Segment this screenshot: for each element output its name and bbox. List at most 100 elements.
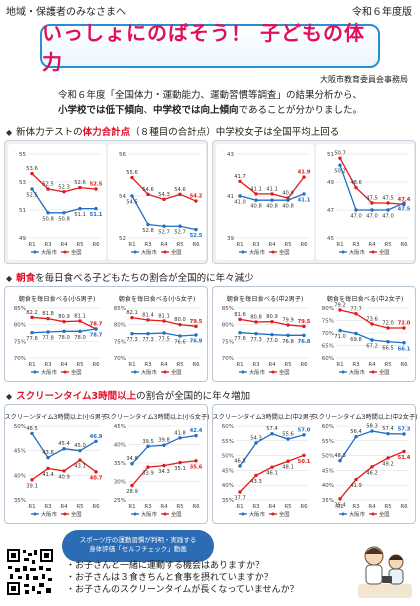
- y-tick-label: 30%: [114, 480, 126, 486]
- x-tick-label: R3: [352, 242, 360, 248]
- data-label: 41.1: [266, 186, 278, 192]
- x-tick-label: R1: [236, 504, 243, 510]
- y-tick-label: 45%: [222, 468, 234, 474]
- y-tick-label: 70%: [222, 356, 234, 362]
- data-label: 58.3: [366, 424, 378, 430]
- x-tick-label: R1: [128, 242, 135, 248]
- data-label: 41.0: [234, 200, 246, 206]
- legend-marker: [133, 512, 137, 516]
- qr-code-icon[interactable]: [6, 548, 54, 596]
- x-tick-label: R5: [176, 504, 184, 510]
- data-point: [386, 201, 390, 205]
- y-tick-label: 70%: [114, 356, 126, 362]
- legend-marker: [163, 250, 167, 254]
- data-label: 47.0: [350, 214, 362, 220]
- data-point: [238, 179, 242, 183]
- data-point: [338, 497, 342, 501]
- y-tick-label: 55%: [322, 439, 334, 445]
- x-tick-label: R4: [268, 242, 276, 248]
- x-tick-label: R4: [60, 504, 68, 510]
- data-point: [270, 192, 274, 196]
- y-tick-label: 65%: [322, 344, 334, 350]
- data-label: 35.1: [174, 466, 186, 472]
- legend-marker: [133, 370, 137, 374]
- x-tick-label: R4: [60, 242, 68, 248]
- x-tick-label: R3: [144, 242, 152, 248]
- data-point: [286, 323, 290, 327]
- data-label: 66.1: [398, 346, 411, 352]
- data-point: [338, 308, 342, 312]
- data-point: [238, 330, 242, 335]
- data-point: [130, 462, 134, 466]
- data-point: [194, 433, 198, 438]
- data-label: 77.3: [142, 337, 154, 343]
- data-label: 28.9: [126, 489, 138, 495]
- data-point: [370, 322, 374, 326]
- legend-marker: [341, 370, 345, 374]
- lead-junior: 中学校では向上傾向: [153, 105, 239, 116]
- data-label: 42.4: [190, 428, 203, 434]
- data-label: 66.5: [382, 345, 394, 351]
- chart-background: [108, 144, 206, 260]
- chart-fitness-j2-boys: 39 41 43 R1 R3 R4 R5 R6 41.7 41.1 41.1 40.9 41.9 41.0…: [216, 144, 314, 260]
- legend-marker: [241, 250, 245, 254]
- data-point: [354, 185, 358, 190]
- y-tick-label: 39: [227, 236, 234, 242]
- legend-marker: [271, 370, 275, 374]
- chart-title: スクリーンタイム3時間以上(小5女子): [104, 413, 209, 421]
- x-tick-label: R6: [300, 242, 308, 248]
- data-label: 80.0: [174, 317, 186, 323]
- x-tick-label: R6: [400, 242, 408, 248]
- legend-marker: [133, 250, 137, 254]
- lead-tail: であることが分かりました。: [238, 105, 362, 116]
- data-point: [78, 448, 82, 453]
- chart-breakfast-j2-girls: 朝食を毎日食べる(中2女子) 60% 65% 70% 75% 80% R1 R3 R4 R5 R6 7…: [316, 290, 414, 380]
- x-tick-label: R5: [76, 362, 84, 368]
- legend-marker: [371, 512, 375, 516]
- legend-label: 大阪市: [249, 248, 266, 256]
- section-fitness-hl: 体力合計点: [82, 127, 131, 138]
- data-label: 33.9: [142, 471, 154, 477]
- self-check-bubble[interactable]: スポーツ庁の運動習慣が判明・実践する 身体評価「セルフチェック」動画: [62, 530, 214, 562]
- data-label: 50.7: [334, 151, 346, 157]
- diamond-icon: ◆: [6, 128, 13, 137]
- chart-title: スクリーンタイム3時間以上(中2女子): [312, 413, 417, 421]
- data-label: 34.8: [126, 456, 138, 462]
- chart-title: スクリーンタイム3時間以上(中2男子): [212, 413, 317, 421]
- data-label: 37.7: [234, 496, 246, 502]
- data-point: [62, 190, 66, 194]
- data-label: 78.7: [90, 333, 103, 339]
- data-point: [270, 465, 274, 469]
- data-label: 41.1: [250, 186, 262, 192]
- data-label: 48.1: [282, 465, 294, 471]
- data-point: [354, 477, 358, 482]
- lead-elementary: 小学校では低下傾向: [58, 105, 144, 116]
- x-tick-label: R6: [300, 362, 308, 368]
- data-label: 54.2: [190, 194, 203, 200]
- bubble-line-2: 身体評価「セルフチェック」動画: [89, 545, 187, 553]
- chart-svg: スクリーンタイム3時間以上(中2女子) 35% 40% 45% 50% 55% 60% R1 R…: [312, 408, 418, 522]
- section-screen-heading: ◆ スクリーンタイム3時間以上の割合が全国的に年々増加: [6, 388, 414, 403]
- data-point: [162, 331, 166, 335]
- data-label: 77.3: [250, 337, 262, 343]
- title-banner: いっしょにのばそう！ 子どもの体力: [40, 21, 380, 74]
- y-tick-label: 60%: [222, 424, 234, 430]
- chart-fitness-e5-girls: 52 54 56 R1 R3 R4 R5 R6 55.6 54.6 54.3 54.6 54.2 54.5…: [108, 144, 206, 260]
- data-label: 52.5: [90, 182, 103, 188]
- data-label: 54.3: [158, 192, 170, 198]
- y-tick-label: 55%: [222, 439, 234, 445]
- x-tick-label: R1: [28, 362, 35, 368]
- x-tick-label: R1: [128, 504, 135, 510]
- y-tick-label: 85%: [222, 306, 234, 312]
- x-tick-label: R4: [268, 362, 276, 368]
- y-tick-label: 85%: [114, 306, 126, 312]
- data-point: [178, 460, 182, 465]
- data-point: [130, 315, 134, 320]
- diamond-icon: ◆: [6, 392, 13, 401]
- bubble-line-1: スポーツ庁の運動習慣が判明・実践する: [79, 536, 197, 544]
- data-point: [254, 441, 258, 445]
- data-label: 51.4: [398, 455, 411, 461]
- legend-label: 全国: [379, 248, 390, 256]
- data-point: [370, 465, 374, 469]
- issuer: 大阪市教育委員会事務局: [320, 75, 408, 84]
